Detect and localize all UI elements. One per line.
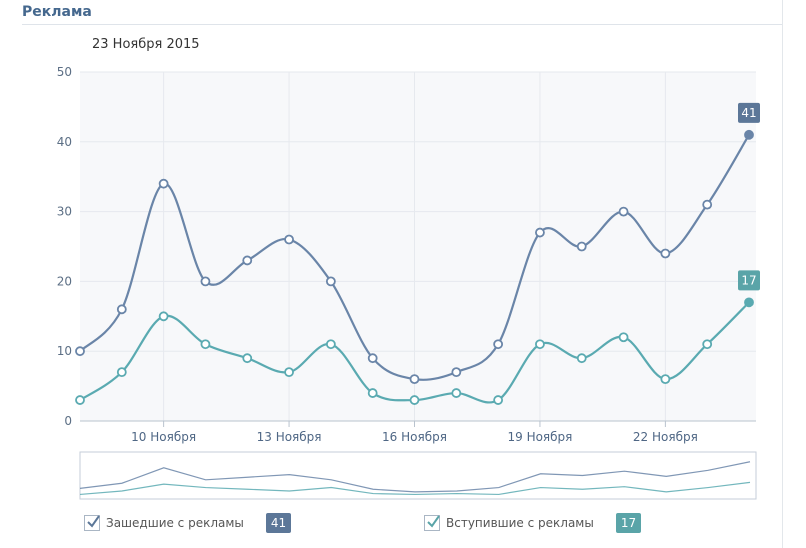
navigator-series-line [79,481,751,496]
x-tick-label: 13 Ноября [257,430,322,444]
data-point [242,255,253,266]
y-tick-label: 20 [57,274,72,288]
x-tick-label: 16 Ноября [382,430,447,444]
legend-item-visits[interactable]: Зашедшие с рекламы 41 [84,512,292,534]
x-tick-label: 22 Ноября [633,430,698,444]
series-points [75,129,754,405]
end-value-label: 17 [741,273,756,287]
data-point [200,339,211,350]
y-tick-label: 40 [57,135,72,149]
checkmark-icon [87,515,100,528]
legend-label-joins: Вступившие с рекламы [446,516,594,530]
data-point [325,276,336,287]
data-point [75,395,85,405]
y-tick-label: 30 [57,205,72,219]
navigator-series-line [79,461,751,493]
data-point [660,248,671,259]
end-label-badge [738,102,760,123]
x-tick-label: 10 Ноября [131,430,196,444]
data-point [618,206,629,217]
data-point [158,311,169,322]
data-point [576,241,587,252]
y-tick-label: 0 [64,414,72,428]
data-point [493,339,504,350]
data-point [451,388,462,398]
x-tick-label: 19 Ноября [507,430,572,444]
data-point [116,304,127,315]
end-label-badge [738,270,760,291]
data-point [409,395,420,405]
joins-checkbox[interactable] [424,515,440,531]
data-point [744,129,754,140]
data-point [576,353,587,364]
data-point [284,234,294,245]
section-header: Реклама [22,4,782,25]
data-point [493,395,504,405]
data-point [535,339,545,350]
section-title: Реклама [22,4,92,20]
data-point [325,339,336,350]
data-point [200,276,211,287]
data-point [618,332,629,343]
data-point [744,297,754,308]
end-value-label: 41 [741,106,756,120]
data-point [409,374,420,385]
data-point [451,367,462,378]
data-point [702,339,713,350]
legend-label-visits: Зашедшие с рекламы [106,516,244,530]
data-point [158,178,169,189]
legend-badge-visits: 41 [265,513,292,533]
end-labels: 41 17 [738,102,760,291]
checkmark-icon [427,515,440,528]
data-point [116,367,127,378]
data-point [367,388,378,398]
navigator-lines [79,461,751,496]
panel-right-border [782,0,783,548]
data-point [284,367,294,378]
x-axis: 10 Ноября 13 Ноября 16 Ноября 19 Ноября 22 Н… [80,420,756,444]
data-point [367,353,378,364]
y-tick-label: 10 [57,344,72,358]
y-tick-label: 50 [57,65,72,79]
legend-item-joins[interactable]: Вступившие с рекламы 17 [424,512,642,534]
navigator-panel[interactable] [79,451,757,500]
legend-badge-joins: 17 [615,513,642,533]
date-label: 23 Ноября 2015 [92,37,200,52]
data-point [660,374,671,385]
data-point [702,199,713,210]
visits-checkbox[interactable] [84,515,100,531]
data-point [535,227,545,238]
y-axis: 0 10 20 30 40 50 [57,65,72,428]
plot-area [80,72,756,421]
data-point [242,353,253,364]
grid-lines [80,71,756,422]
data-point [75,346,85,357]
